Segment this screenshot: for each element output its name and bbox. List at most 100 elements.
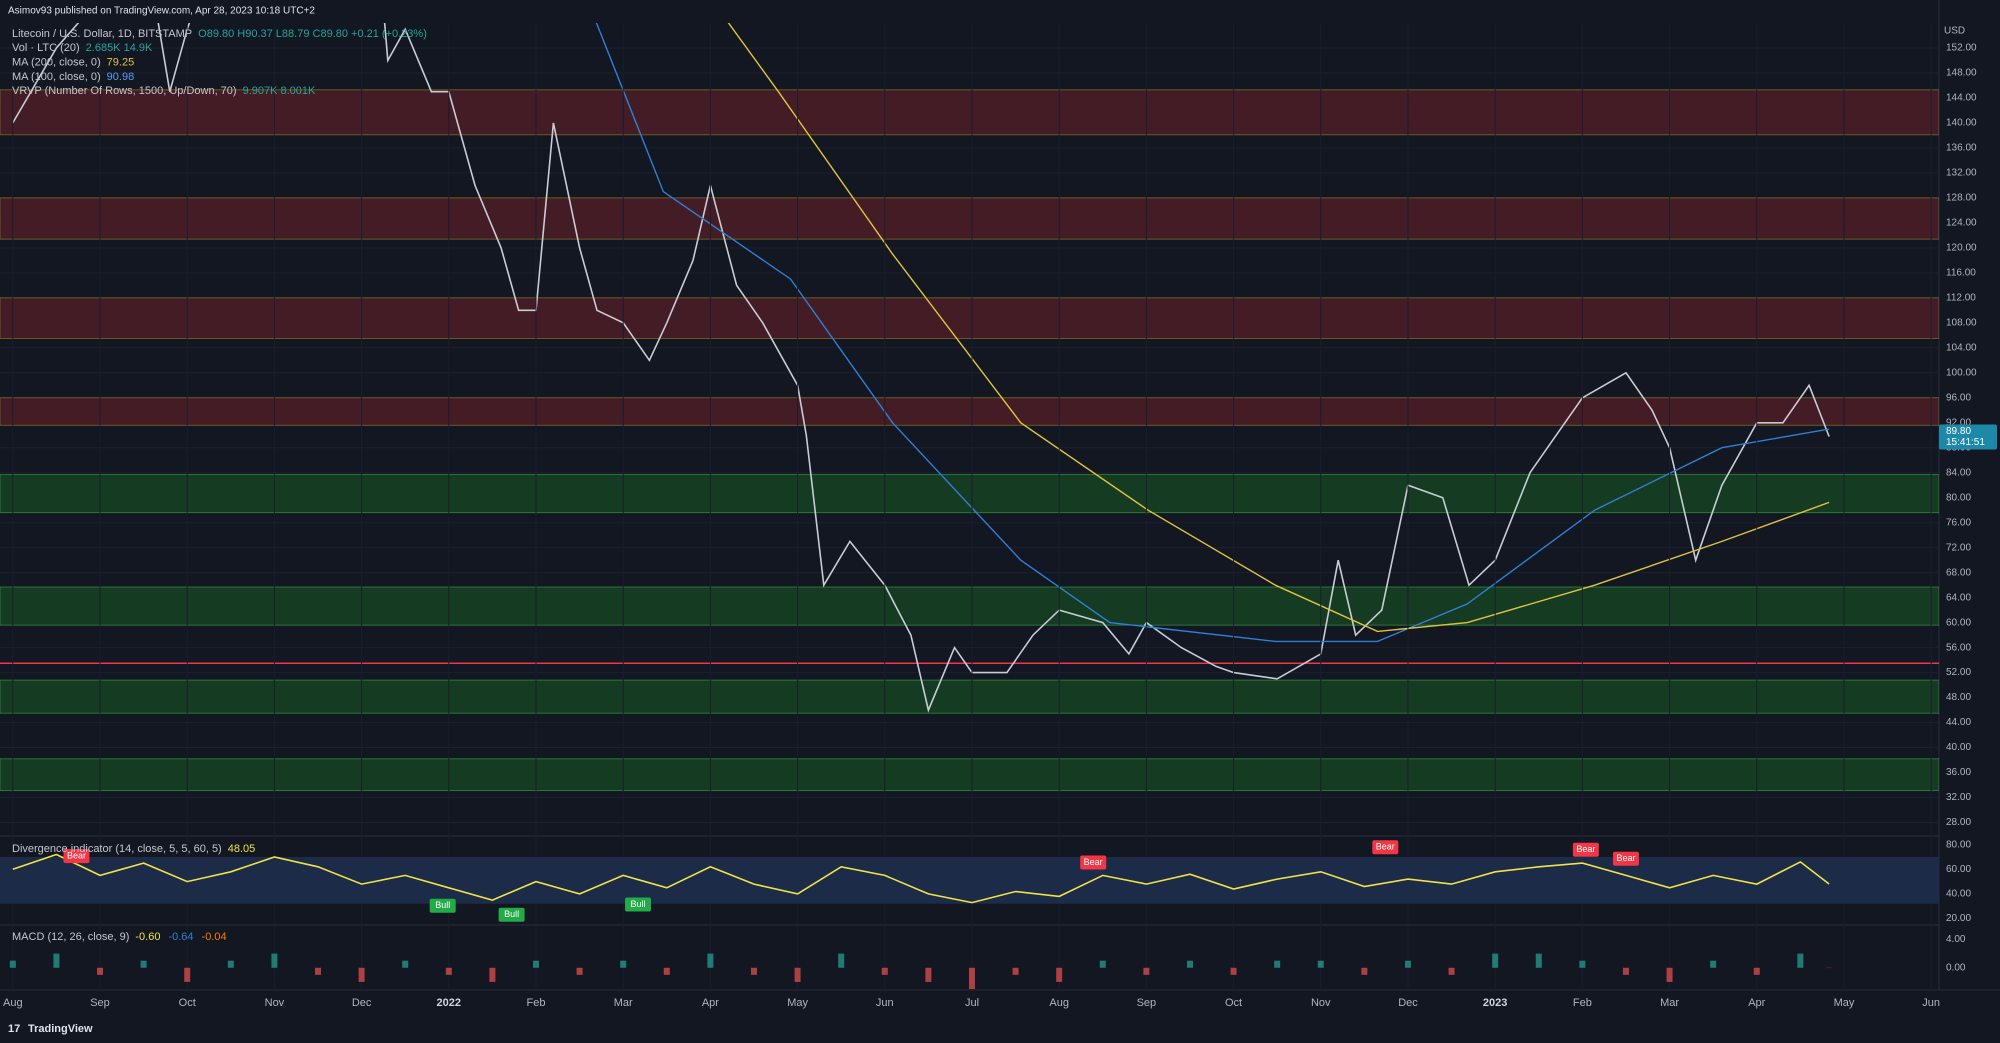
y-tick-label: 116.00 [1946,267,1976,278]
y-tick-label: 20.00 [1946,913,1971,924]
macd-bar [315,967,322,975]
x-tick-label: Feb [1573,997,1592,1009]
macd-bar [1143,967,1150,975]
macd-bar [881,967,888,975]
x-tick-label: Aug [1049,997,1069,1009]
macd-bar [1317,960,1324,968]
legend-name: MA (200, close, 0) [12,57,101,69]
macd-bar [9,960,16,968]
last-price-box [1939,424,1997,450]
macd-bar [402,960,409,968]
legend-name: MA (100, close, 0) [12,71,101,83]
y-tick-label: 148.00 [1946,68,1977,79]
macd-bar [1666,967,1673,982]
y-tick-label: 100.00 [1946,367,1977,378]
y-tick-label: 44.00 [1946,717,1971,728]
legend-name: Vol · LTC (20) [12,42,80,54]
zone [0,758,1939,792]
x-tick-label: Oct [179,997,196,1009]
signal-label: Bull [435,900,450,910]
y-tick-label: 136.00 [1946,143,1977,154]
signal-label: Bear [1084,857,1103,867]
y-tick-label: 28.00 [1946,817,1971,828]
signal [429,898,456,913]
series-line [12,853,1830,904]
signal-label: Bull [631,899,646,909]
macd-bar [1404,960,1411,968]
pane-value: 48.05 [228,843,256,855]
y-tick-label: 68.00 [1946,567,1971,578]
legend-values: O89.80 H90.37 L88.79 C89.80 +0.21 (+0.23… [198,28,427,40]
x-tick-label: Aug [3,997,23,1009]
macd-bar [445,967,452,975]
y-tick-label: 0.00 [1946,962,1966,973]
currency: USD [1944,26,1965,37]
y-tick-label: 36.00 [1946,767,1971,778]
y-tick-label: 52.00 [1946,667,1971,678]
signal [63,849,90,864]
macd-bar [925,967,932,982]
x-tick-label: Oct [1225,997,1242,1009]
y-tick-label: 84.00 [1946,467,1971,478]
last-price: 89.80 [1946,426,1971,437]
y-tick-label: 144.00 [1946,93,1977,104]
macd-bar [97,967,104,975]
macd-bar [750,967,757,975]
y-tick-label: 108.00 [1946,317,1977,328]
footer: TradingView [28,1023,93,1035]
legend-values: 79.25 [107,57,135,69]
y-tick-label: 96.00 [1946,392,1971,403]
zone [0,586,1939,626]
legend-values: 2.685K 14.9K [86,42,153,54]
macd-bar [1099,960,1106,968]
countdown: 15:41:51 [1946,437,1985,448]
pane-value: -0.04 [202,931,227,943]
x-tick-label: May [787,997,808,1009]
macd-bar [358,967,365,982]
series-line [727,23,1830,633]
x-tick-label: Apr [702,997,719,1009]
y-tick-label: 80.00 [1946,492,1971,503]
zone [0,297,1939,339]
y-tick-label: 40.00 [1946,889,1971,900]
legend-values: 90.98 [107,71,135,83]
series-line [12,23,1830,713]
signal [1572,842,1599,857]
x-tick-label: Sep [1137,997,1157,1009]
signal [625,897,652,912]
macd-bar [1797,953,1804,968]
pane-value: -0.64 [168,931,193,943]
x-tick-label: Dec [352,997,372,1009]
y-tick-label: 140.00 [1946,118,1977,129]
x-tick-label: Jul [965,997,979,1009]
y-tick-label: 92.00 [1946,417,1971,428]
macd-bar [1274,960,1281,968]
y-tick-label: 128.00 [1946,193,1977,204]
legend-values: 9.907K 8.001K [243,85,316,97]
macd-bar [663,967,670,975]
y-tick-label: 56.00 [1946,642,1971,653]
x-tick-label: Feb [527,997,546,1009]
macd-bar [489,967,496,982]
macd-bar [271,953,278,968]
pane-title: Divergence indicator (14, close, 5, 5, 6… [12,843,222,855]
macd-bar [794,967,801,982]
y-tick-label: 104.00 [1946,342,1977,353]
macd-bar [1012,967,1019,975]
y-tick-label: 72.00 [1946,542,1971,553]
macd-bar [1753,967,1760,975]
x-tick-label: 2022 [437,997,461,1009]
signal [1372,840,1399,855]
macd-bar [184,967,191,982]
y-tick-label: 120.00 [1946,243,1977,254]
rsi-band [0,856,1939,904]
macd-bar [227,960,234,968]
signal [1080,855,1107,870]
y-tick-label: 60.00 [1946,617,1971,628]
signal [498,907,525,922]
macd-bar [1535,953,1542,968]
y-tick-label: 80.00 [1946,839,1971,850]
y-tick-label: 124.00 [1946,218,1977,229]
